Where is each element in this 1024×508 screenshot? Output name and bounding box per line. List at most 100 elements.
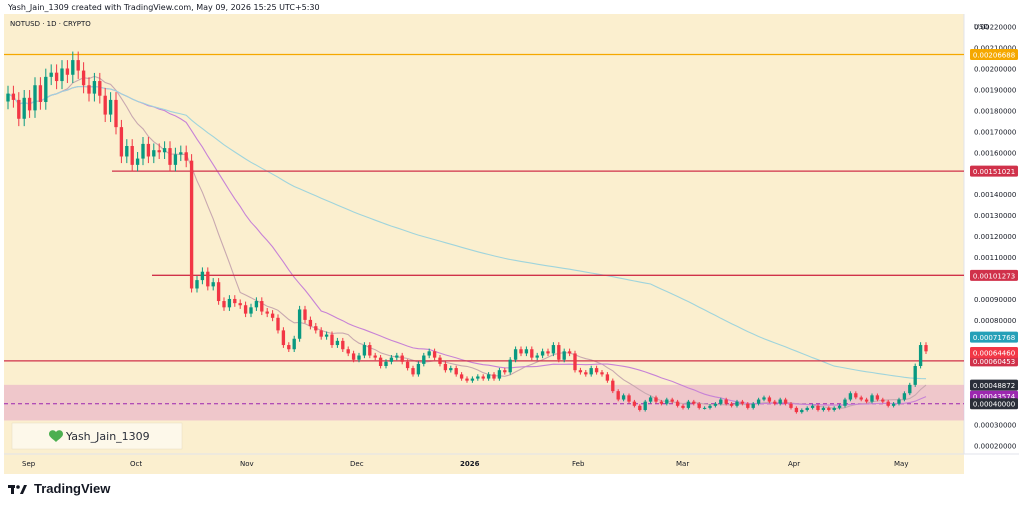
candle-body (621, 395, 626, 400)
candle-body (719, 399, 723, 404)
candle-body (341, 340, 345, 350)
candle (832, 406, 836, 412)
candle (891, 402, 896, 408)
candle-body (265, 311, 269, 314)
candle (27, 90, 32, 118)
candle (632, 399, 637, 408)
candle-body (27, 97, 32, 111)
candle-body (594, 368, 599, 373)
candle (125, 139, 129, 164)
candle-body (465, 378, 469, 381)
candle-body (54, 72, 59, 82)
candle (470, 376, 475, 383)
candle-body (589, 368, 593, 375)
candle-body (557, 345, 561, 360)
candle-body (794, 407, 799, 413)
candle (886, 399, 890, 408)
candle (859, 395, 863, 402)
candle-body (843, 399, 847, 406)
candle-body (189, 160, 194, 289)
candle (324, 331, 329, 340)
candle (573, 350, 577, 373)
price-tag (970, 398, 1018, 410)
candle (794, 406, 799, 414)
candle-body (535, 355, 539, 358)
candle-body (789, 403, 793, 408)
candle-body (65, 68, 70, 75)
candle (530, 346, 534, 361)
candle-body (762, 397, 766, 400)
candle (443, 361, 448, 373)
candle-body (654, 397, 658, 402)
candle (265, 308, 269, 318)
candle-body (211, 282, 215, 287)
candle (438, 355, 442, 367)
candle-body (308, 319, 313, 327)
candle-body (146, 143, 151, 157)
candle (373, 352, 377, 361)
candle (395, 352, 399, 361)
candle (724, 397, 728, 406)
candle-body (6, 93, 10, 102)
price-chart[interactable]: NOTUSD · 1D · CRYPTO USD 0.002200000.002… (4, 14, 1019, 474)
candle (92, 72, 97, 102)
candle-body (427, 351, 431, 356)
candle (719, 397, 723, 406)
candle-body (416, 363, 421, 375)
price-tag-label: 0.00048872 (973, 382, 1015, 390)
price-tag-label: 0.00040000 (973, 401, 1015, 409)
candle (346, 346, 350, 357)
candle-body (773, 401, 777, 404)
candle-body (724, 399, 728, 404)
candle-body (530, 349, 534, 358)
candle-body (297, 309, 302, 339)
candle (297, 305, 302, 342)
candle (486, 372, 491, 381)
candle (357, 352, 361, 363)
candle (400, 352, 404, 365)
candle-body (702, 407, 707, 409)
candle-body (778, 399, 782, 404)
candle-body (729, 403, 734, 406)
candle-body (454, 368, 458, 375)
candle (389, 355, 394, 365)
candle-body (449, 368, 453, 371)
candle (98, 72, 102, 104)
candle-body (81, 70, 86, 86)
x-tick-label: Oct (130, 460, 142, 468)
candle (562, 348, 566, 363)
candle (648, 395, 653, 404)
x-tick-label: Mar (676, 460, 689, 468)
moving-average-line (7, 85, 927, 380)
candle-body (643, 401, 647, 410)
candle-body (692, 401, 696, 404)
candle (108, 92, 113, 123)
candle (778, 397, 782, 406)
candle (335, 337, 340, 348)
candle (65, 60, 70, 84)
candle (848, 391, 853, 402)
candle (843, 397, 847, 408)
candle (476, 374, 480, 381)
brand-footer[interactable]: TradingView (8, 481, 110, 496)
candle-body (400, 355, 404, 362)
candle-body (287, 345, 291, 350)
candle (216, 278, 221, 305)
support-zone (4, 384, 964, 421)
candle (276, 314, 280, 334)
candle (168, 141, 172, 172)
x-tick-label: May (894, 460, 908, 468)
candle-body (260, 301, 264, 312)
candle-body (443, 363, 448, 371)
candle (200, 267, 205, 285)
candle (654, 395, 658, 404)
candle (422, 352, 426, 367)
candle (751, 402, 755, 410)
candle-body (605, 374, 610, 381)
candle (503, 367, 507, 375)
candle-body (686, 401, 691, 408)
candle-body (902, 393, 907, 400)
candle (767, 395, 772, 404)
candle (38, 77, 43, 110)
candle-body (395, 355, 399, 358)
